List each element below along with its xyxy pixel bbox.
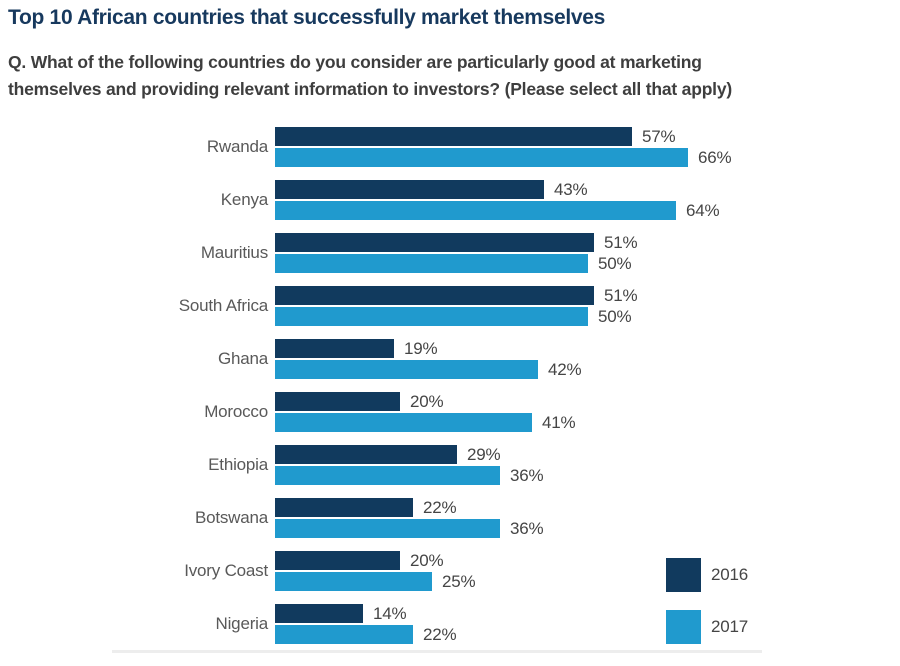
category-label: Nigeria — [215, 614, 269, 633]
bar-2016 — [275, 392, 400, 411]
value-label: 22% — [423, 498, 457, 517]
legend-swatch-2017 — [666, 610, 701, 644]
bar-2016 — [275, 233, 594, 252]
value-label: 29% — [467, 445, 501, 464]
value-label: 25% — [442, 572, 476, 591]
bar-group-kenya: Kenya 43% 64% — [0, 180, 900, 221]
bar-2016 — [275, 445, 457, 464]
value-label: 66% — [698, 148, 732, 167]
value-label: 20% — [410, 392, 444, 411]
bar-2016 — [275, 339, 394, 358]
value-label: 19% — [404, 339, 438, 358]
value-label: 14% — [373, 604, 407, 623]
value-label: 43% — [554, 180, 588, 199]
bar-group-botswana: Botswana 22% 36% — [0, 498, 900, 539]
category-label: Rwanda — [206, 137, 268, 156]
bar-group-ivory-coast: Ivory Coast 20% 25% — [0, 551, 900, 592]
bar-2017 — [275, 466, 500, 485]
bar-group-mauritius: Mauritius 51% 50% — [0, 233, 900, 274]
bar-2017 — [275, 201, 676, 220]
bar-2016 — [275, 286, 594, 305]
bar-2016 — [275, 180, 544, 199]
question-subtitle-line-2: themselves and providing relevant inform… — [8, 79, 733, 99]
bar-2017 — [275, 254, 588, 273]
bar-2017 — [275, 572, 432, 591]
legend-item-2016: 2016 — [666, 558, 748, 592]
value-label: 41% — [542, 413, 576, 432]
value-label: 64% — [686, 201, 720, 220]
value-label: 20% — [410, 551, 444, 570]
category-label: Botswana — [194, 508, 268, 527]
bar-2016 — [275, 604, 363, 623]
bar-group-nigeria: Nigeria 14% 22% — [0, 604, 900, 645]
value-label: 50% — [598, 254, 632, 273]
value-label: 51% — [604, 286, 638, 305]
value-label: 57% — [642, 127, 676, 146]
category-label: Ethiopia — [208, 455, 268, 474]
bar-2017 — [275, 413, 532, 432]
bar-2016 — [275, 127, 632, 146]
bar-2017 — [275, 307, 588, 326]
category-label: Mauritius — [200, 243, 268, 262]
value-label: 50% — [598, 307, 632, 326]
bar-group-rwanda: Rwanda 57% 66% — [0, 127, 900, 168]
bar-2017 — [275, 519, 500, 538]
legend-label-2016: 2016 — [711, 565, 749, 584]
legend-swatch-2016 — [666, 558, 701, 592]
category-label: Ghana — [217, 349, 268, 368]
value-label: 22% — [423, 625, 457, 644]
page-title: Top 10 African countries that successful… — [8, 6, 606, 29]
bar-group-morocco: Morocco 20% 41% — [0, 392, 900, 433]
category-label: Morocco — [204, 402, 268, 421]
value-label: 42% — [548, 360, 582, 379]
bar-2016 — [275, 498, 413, 517]
bar-group-ghana: Ghana 19% 42% — [0, 339, 900, 380]
value-label: 51% — [604, 233, 638, 252]
question-subtitle-line-1: Q. What of the following countries do yo… — [8, 52, 702, 72]
bar-2017 — [275, 148, 688, 167]
legend: 2016 2017 — [666, 558, 826, 648]
bar-group-ethiopia: Ethiopia 29% 36% — [0, 445, 900, 486]
bar-2017 — [275, 360, 538, 379]
bar-2017 — [275, 625, 413, 644]
category-label: Kenya — [220, 190, 268, 209]
value-label: 36% — [510, 519, 544, 538]
bar-2016 — [275, 551, 400, 570]
bottom-divider — [112, 650, 762, 653]
legend-item-2017: 2017 — [666, 610, 748, 644]
legend-label-2017: 2017 — [711, 617, 749, 636]
category-label: Ivory Coast — [184, 561, 268, 580]
question-subtitle: Q. What of the following countries do yo… — [8, 49, 732, 103]
bar-group-south-africa: South Africa 51% 50% — [0, 286, 900, 327]
bar-chart: Rwanda 57% 66% Kenya 43% 64% Mauritius 51% 50% So… — [0, 127, 900, 657]
category-label: South Africa — [178, 296, 268, 315]
value-label: 36% — [510, 466, 544, 485]
